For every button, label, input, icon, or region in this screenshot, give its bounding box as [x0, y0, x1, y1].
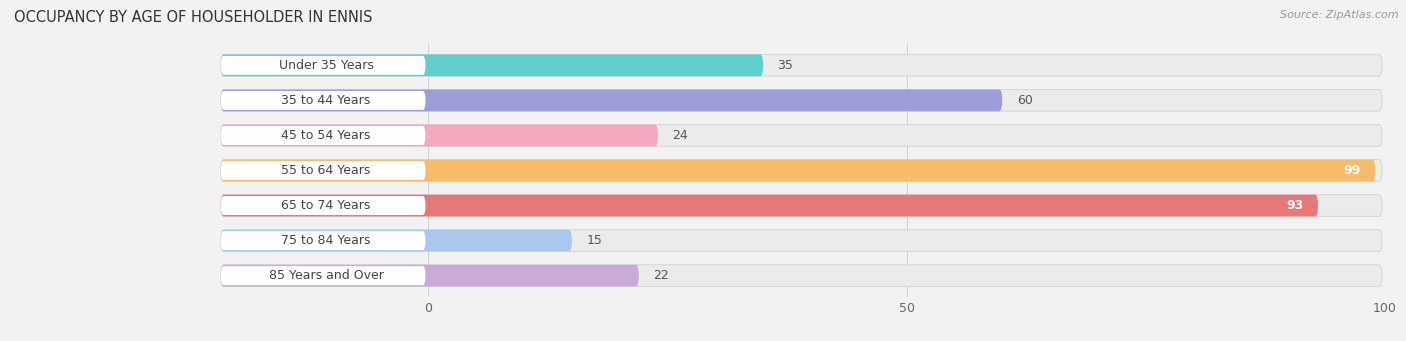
FancyBboxPatch shape	[221, 160, 1375, 181]
FancyBboxPatch shape	[221, 265, 1382, 286]
FancyBboxPatch shape	[221, 196, 426, 215]
FancyBboxPatch shape	[221, 195, 1317, 217]
FancyBboxPatch shape	[221, 265, 638, 286]
Text: 45 to 54 Years: 45 to 54 Years	[281, 129, 371, 142]
Text: 35: 35	[778, 59, 793, 72]
Text: Source: ZipAtlas.com: Source: ZipAtlas.com	[1281, 10, 1399, 20]
FancyBboxPatch shape	[221, 230, 572, 251]
FancyBboxPatch shape	[221, 90, 1382, 111]
Text: 75 to 84 Years: 75 to 84 Years	[281, 234, 371, 247]
FancyBboxPatch shape	[221, 124, 658, 146]
FancyBboxPatch shape	[221, 124, 1382, 146]
FancyBboxPatch shape	[221, 230, 1382, 251]
Text: Under 35 Years: Under 35 Years	[278, 59, 374, 72]
Text: 60: 60	[1017, 94, 1032, 107]
Text: 55 to 64 Years: 55 to 64 Years	[281, 164, 371, 177]
Text: 93: 93	[1286, 199, 1303, 212]
Text: 65 to 74 Years: 65 to 74 Years	[281, 199, 371, 212]
Text: 24: 24	[672, 129, 688, 142]
FancyBboxPatch shape	[221, 195, 1382, 217]
Text: 35 to 44 Years: 35 to 44 Years	[281, 94, 371, 107]
FancyBboxPatch shape	[221, 266, 426, 285]
Text: OCCUPANCY BY AGE OF HOUSEHOLDER IN ENNIS: OCCUPANCY BY AGE OF HOUSEHOLDER IN ENNIS	[14, 10, 373, 25]
Text: 99: 99	[1344, 164, 1361, 177]
Text: 22: 22	[654, 269, 669, 282]
FancyBboxPatch shape	[221, 55, 763, 76]
FancyBboxPatch shape	[221, 126, 426, 145]
FancyBboxPatch shape	[221, 231, 426, 250]
Text: 85 Years and Over: 85 Years and Over	[269, 269, 384, 282]
Text: 15: 15	[586, 234, 602, 247]
FancyBboxPatch shape	[221, 160, 1382, 181]
FancyBboxPatch shape	[221, 161, 426, 180]
FancyBboxPatch shape	[221, 90, 1002, 111]
FancyBboxPatch shape	[221, 55, 1382, 76]
FancyBboxPatch shape	[221, 91, 426, 110]
FancyBboxPatch shape	[221, 56, 426, 75]
